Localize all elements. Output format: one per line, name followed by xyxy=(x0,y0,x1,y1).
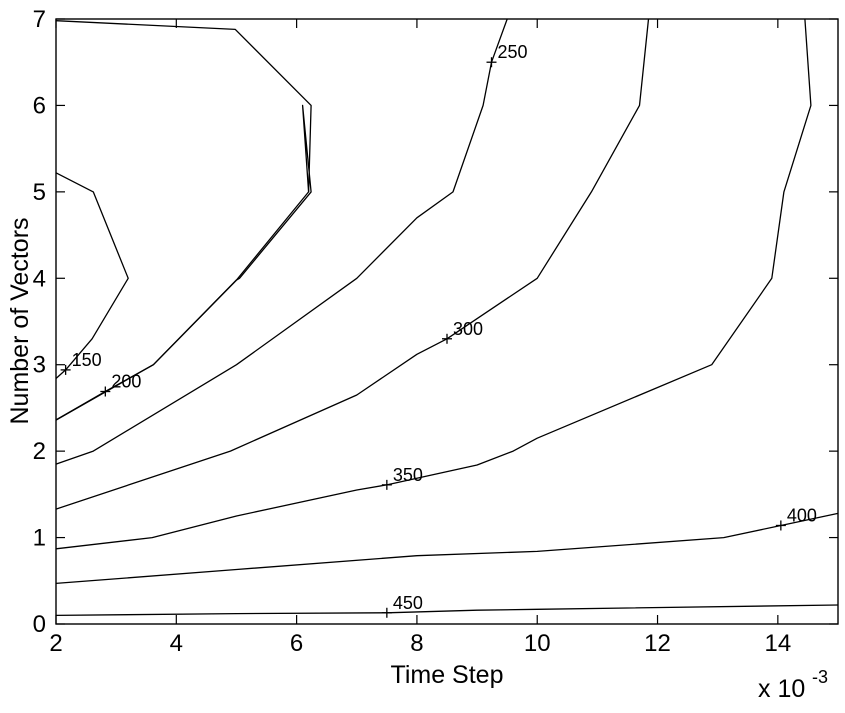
x-axis-multiplier-exponent: -3 xyxy=(812,667,828,687)
plot-frame xyxy=(55,18,839,625)
x-tick-label: 6 xyxy=(290,630,303,657)
x-tick-label: 4 xyxy=(170,630,183,657)
x-tick-label: 2 xyxy=(49,630,62,657)
y-tick-label: 0 xyxy=(33,611,46,638)
x-axis-title: Time Step xyxy=(390,661,503,689)
contour-label-150: 150 xyxy=(72,350,102,370)
y-tick-label: 4 xyxy=(33,265,46,292)
x-tick-label: 8 xyxy=(410,630,423,657)
contour-label-300: 300 xyxy=(453,319,483,339)
y-tick-label: 1 xyxy=(33,525,46,552)
contour-line-300 xyxy=(55,18,650,510)
y-tick-label: 5 xyxy=(33,179,46,206)
contour-label-400: 400 xyxy=(787,505,817,525)
y-tick-label: 6 xyxy=(33,92,46,119)
y-tick-label: 7 xyxy=(33,6,46,33)
x-axis-multiplier: x 10 xyxy=(758,675,805,703)
y-tick-label: 2 xyxy=(33,438,46,465)
contour-label-350: 350 xyxy=(393,465,423,485)
contour-line-200 xyxy=(55,104,312,421)
contour-label-200: 200 xyxy=(111,372,141,392)
contour-line-350 xyxy=(55,18,812,550)
contour-labels: 150 200 250 300 350 400 450 xyxy=(60,42,817,618)
y-tick-label: 3 xyxy=(33,352,46,379)
x-tick-label: 10 xyxy=(524,630,551,657)
contour-line-450 xyxy=(55,604,839,617)
x-tick-label: 12 xyxy=(644,630,671,657)
contour-line-400 xyxy=(55,512,839,585)
x-tick-label: 14 xyxy=(764,630,791,657)
contour-lines xyxy=(55,18,839,617)
y-axis-title: Number of Vectors xyxy=(6,217,34,424)
contour-label-250: 250 xyxy=(498,42,528,62)
contour-line-250 xyxy=(55,18,508,465)
contour-label-450: 450 xyxy=(393,593,423,613)
contour-line-150 xyxy=(55,172,129,379)
